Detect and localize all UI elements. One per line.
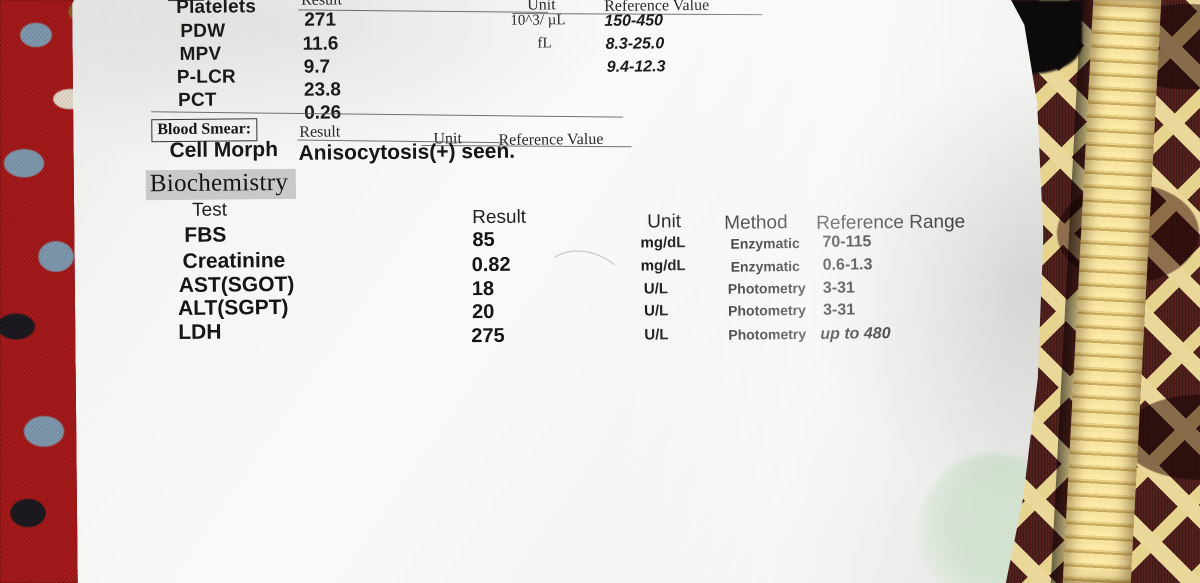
biochemistry-row-unit: U/L — [644, 302, 669, 320]
hematology-row-reference: 150-450 — [604, 12, 664, 30]
biochemistry-header-test: Test — [192, 199, 228, 221]
hematology-row-result: 271 — [304, 9, 337, 31]
hematology-row-unit: fL — [537, 35, 552, 52]
biochemistry-header-reference: Reference Range — [816, 211, 966, 234]
lab-report-paper: fL Result Unit Reference Value Platelets… — [72, 0, 1078, 583]
hematology-row-result: 23.8 — [303, 79, 342, 101]
biochemistry-row-result: 85 — [472, 228, 495, 252]
hematology-row-test: PDW — [180, 20, 226, 42]
hematology-row-test: MPV — [179, 43, 222, 65]
biochemistry-row-result: 20 — [471, 300, 495, 324]
report-content: fL Result Unit Reference Value Platelets… — [72, 0, 1078, 583]
biochemistry-section-title: Biochemistry — [146, 169, 297, 200]
hematology-row-test: PCT — [177, 89, 217, 111]
biochemistry-header-unit: Unit — [647, 211, 682, 233]
biochemistry-row-unit: U/L — [644, 326, 669, 344]
biochemistry-row-reference: 0.6-1.3 — [822, 256, 873, 274]
biochemistry-row-method: Photometry — [728, 301, 806, 319]
blood-smear-row-result: Anisocytosis(+) seen. — [298, 139, 516, 165]
biochemistry-row-method: Photometry — [727, 279, 806, 297]
hematology-row-reference: 8.3-25.0 — [605, 35, 665, 53]
biochemistry-row-unit: mg/dL — [640, 257, 686, 275]
hematology-row-result: 11.6 — [302, 33, 339, 55]
biochemistry-row-result: 18 — [471, 277, 495, 301]
biochemistry-row-result: 0.82 — [471, 253, 511, 277]
biochemistry-row-method: Enzymatic — [730, 235, 800, 252]
hematology-row-reference: 9.4-12.3 — [606, 58, 666, 76]
biochemistry-row-test: FBS — [184, 223, 227, 247]
biochemistry-row-test: Creatinine — [182, 248, 286, 273]
biochemistry-row-reference: 3-31 — [823, 301, 856, 319]
biochemistry-row-method: Enzymatic — [730, 258, 800, 275]
hematology-row-unit: 10^3/ µL — [510, 12, 566, 29]
blood-smear-rule-top — [151, 111, 623, 117]
biochemistry-row-reference: 70-115 — [822, 233, 872, 251]
hematology-row-test: P-LCR — [176, 66, 236, 88]
biochemistry-row-unit: mg/dL — [640, 234, 686, 252]
biochemistry-row-reference: up to 480 — [820, 325, 891, 343]
paper-crease-artifact — [552, 245, 622, 276]
biochemistry-row-unit: U/L — [643, 280, 669, 298]
biochemistry-row-result: 275 — [471, 324, 505, 348]
biochemistry-row-test: LDH — [178, 320, 222, 344]
blood-smear-row-test: Cell Morph — [169, 138, 279, 163]
biochemistry-row-method: Photometry — [728, 325, 807, 343]
biochemistry-row-test: ALT(SGPT) — [177, 295, 289, 320]
biochemistry-header-result: Result — [472, 206, 527, 229]
hematology-row-result: 9.7 — [303, 56, 331, 78]
biochemistry-header-method: Method — [724, 212, 788, 234]
hematology-header-result: Result — [301, 0, 343, 9]
biochemistry-row-reference: 3-31 — [822, 279, 855, 297]
biochemistry-row-test: AST(SGOT) — [178, 272, 295, 297]
hematology-row-test: Platelets — [176, 0, 257, 19]
